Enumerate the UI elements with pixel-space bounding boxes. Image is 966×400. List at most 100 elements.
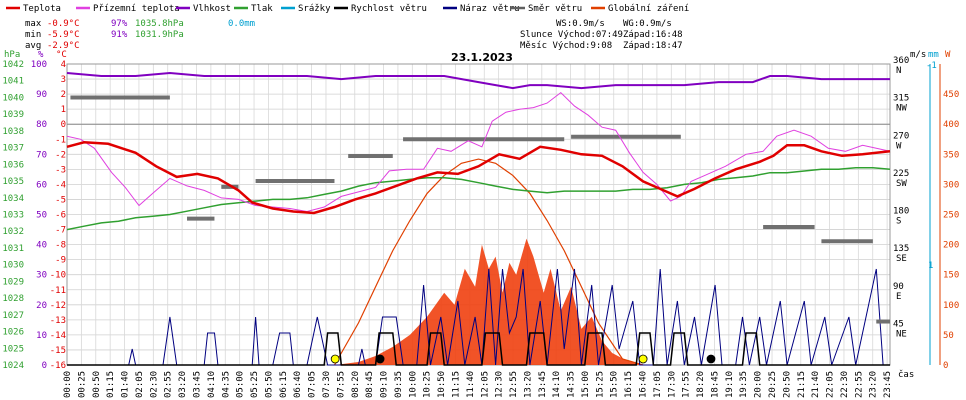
press-unit: hPa — [4, 50, 20, 60]
time-label: 04:10 — [207, 371, 217, 398]
temp-tick: -1 — [55, 135, 66, 145]
time-label: 21:40 — [811, 371, 821, 398]
time-label: 07:30 — [322, 371, 332, 398]
time-label: 00:25 — [77, 371, 87, 398]
moonset-marker — [706, 354, 716, 364]
press-tick: 1041 — [2, 77, 24, 87]
legend-label: Rychlost větru — [351, 4, 427, 14]
stat-max-rain: 0.0mm — [228, 19, 255, 29]
time-label: 17:30 — [667, 371, 677, 398]
legend-label: Náraz větru — [460, 4, 520, 14]
stat-moon: Měsíc Východ:9:08 — [520, 41, 612, 51]
time-label: 02:05 — [135, 371, 145, 398]
hum-tick: 90 — [36, 90, 47, 100]
time-label: 14:35 — [567, 371, 577, 398]
press-tick: 1040 — [2, 93, 24, 103]
temp-tick: -2 — [55, 150, 66, 160]
press-tick: 1033 — [2, 211, 24, 221]
press-tick: 1026 — [2, 328, 24, 338]
temp-tick: 3 — [61, 75, 66, 85]
time-label: 05:25 — [250, 371, 260, 398]
time-label: 15:50 — [610, 371, 620, 398]
time-label: 19:10 — [725, 371, 735, 398]
time-label: 04:35 — [221, 371, 231, 398]
press-tick: 1028 — [2, 294, 24, 304]
stat-moon-set: Západ:18:47 — [623, 41, 683, 51]
time-label: 18:20 — [696, 371, 706, 398]
time-label: 20:50 — [782, 371, 792, 398]
rad-tick: 0 — [943, 361, 948, 371]
time-label: 23:20 — [869, 371, 879, 398]
press-tick: 1030 — [2, 261, 24, 271]
dir-tick: 315 — [893, 94, 909, 104]
stat-max-temp: -0.9°C — [47, 19, 80, 29]
sunset-marker — [638, 354, 648, 364]
press-tick: 1036 — [2, 160, 24, 170]
temp-tick: -5 — [55, 195, 66, 205]
hum-tick: 50 — [36, 211, 47, 221]
rad-tick: 400 — [943, 120, 959, 130]
hum-tick: 20 — [36, 301, 47, 311]
temp-tick: -15 — [50, 346, 66, 356]
time-label: 21:15 — [797, 371, 807, 398]
dir-tick: 225 — [893, 169, 909, 179]
hum-unit: % — [38, 50, 44, 60]
time-label: 12:05 — [480, 371, 490, 398]
temp-tick: -9 — [55, 256, 66, 266]
time-label: 15:25 — [595, 371, 605, 398]
press-tick: 1038 — [2, 127, 24, 137]
time-label: 22:05 — [826, 371, 836, 398]
hum-tick: 30 — [36, 271, 47, 281]
temp-tick: -4 — [55, 180, 66, 190]
temp-tick: -8 — [55, 241, 66, 251]
time-label: 09:10 — [380, 371, 390, 398]
press-tick: 1037 — [2, 144, 24, 154]
humidity-line — [66, 71, 890, 90]
temp-tick: -3 — [55, 165, 66, 175]
wind-unit: m/s — [910, 50, 926, 60]
press-tick: 1039 — [2, 110, 24, 120]
rain-unit: mm — [928, 50, 939, 60]
rad-tick: 150 — [943, 271, 959, 281]
dir-label: W — [896, 141, 902, 151]
legend-label: Teplota — [23, 4, 61, 14]
time-label: 06:40 — [293, 371, 303, 398]
press-tick: 1031 — [2, 244, 24, 254]
time-unit: čas — [898, 369, 914, 380]
chart-title: 23.1.2023 — [451, 51, 513, 64]
press-tick: 1032 — [2, 227, 24, 237]
time-label: 10:50 — [437, 371, 447, 398]
pressure-line — [66, 166, 891, 231]
time-label: 17:55 — [682, 371, 692, 398]
rain-tick: -1 — [926, 61, 937, 71]
press-tick: 1025 — [2, 344, 24, 354]
stat-sun-set: Západ:16:48 — [623, 30, 683, 40]
dir-tick: 45 — [893, 319, 904, 329]
temp-tick: -14 — [50, 331, 66, 341]
time-label: 02:55 — [164, 371, 174, 398]
time-label: 13:45 — [538, 371, 548, 398]
stat-sun: Slunce Východ:07:49 — [520, 30, 623, 40]
rad-tick: 250 — [943, 211, 959, 221]
temp-tick: 0 — [61, 120, 66, 130]
stat-min-hum: 91% — [111, 30, 128, 40]
time-label: 00:50 — [92, 371, 102, 398]
press-tick: 1042 — [2, 60, 24, 70]
dir-label: NW — [896, 104, 907, 114]
dir-label: N — [896, 66, 901, 76]
temp-unit: °C — [56, 50, 67, 60]
time-label: 05:50 — [264, 371, 274, 398]
hum-tick: 60 — [36, 180, 47, 190]
stat-max-hum: 97% — [111, 19, 128, 29]
temp-tick: -10 — [50, 271, 66, 281]
dir-tick: 135 — [893, 244, 909, 254]
legend-label: Srážky — [298, 4, 331, 14]
rad-tick: 50 — [943, 331, 954, 341]
dir-tick: 90 — [893, 282, 904, 292]
press-tick: 1027 — [2, 311, 24, 321]
time-label: 09:35 — [394, 371, 404, 398]
legend-label: Globální záření — [608, 4, 689, 14]
time-label: 12:30 — [495, 371, 505, 398]
dir-tick: 360 — [893, 56, 909, 66]
time-label: 00:00 — [63, 371, 73, 398]
